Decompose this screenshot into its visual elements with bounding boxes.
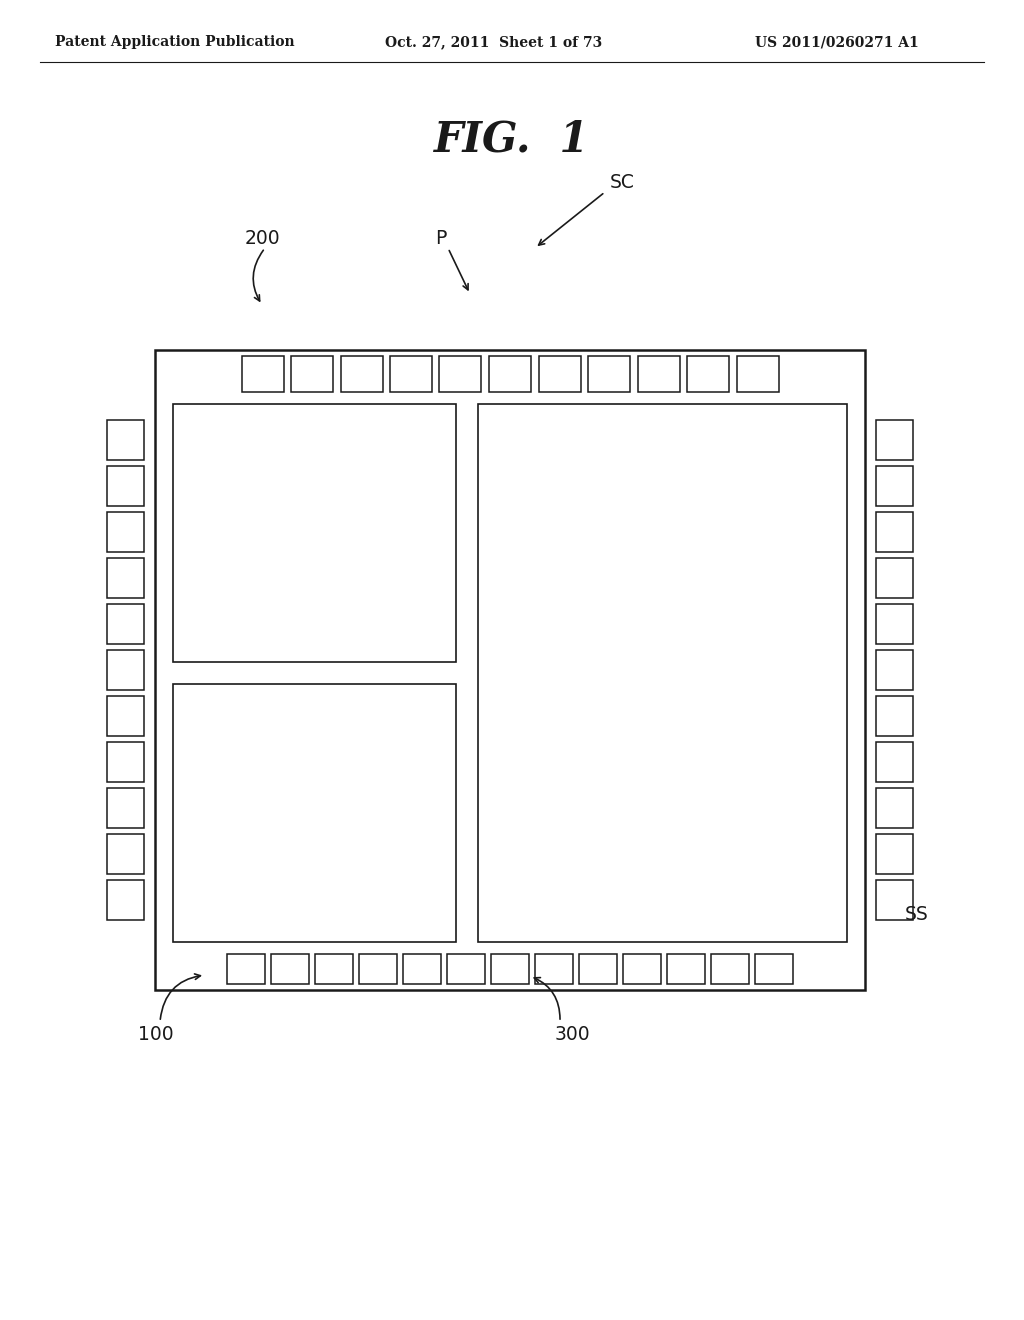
Bar xyxy=(341,356,383,392)
Bar xyxy=(271,954,309,983)
Bar xyxy=(539,356,581,392)
Bar xyxy=(876,605,913,644)
Text: Patent Application Publication: Patent Application Publication xyxy=(55,36,295,49)
Text: P: P xyxy=(435,228,446,248)
Bar xyxy=(106,512,144,552)
Text: SS: SS xyxy=(905,906,929,924)
Bar xyxy=(173,404,456,663)
Bar xyxy=(106,605,144,644)
Bar xyxy=(876,649,913,690)
Bar xyxy=(876,834,913,874)
Text: FIG.  1: FIG. 1 xyxy=(434,119,590,161)
Bar xyxy=(106,880,144,920)
Text: 300: 300 xyxy=(555,1026,591,1044)
Text: Oct. 27, 2011  Sheet 1 of 73: Oct. 27, 2011 Sheet 1 of 73 xyxy=(385,36,602,49)
Bar xyxy=(106,742,144,781)
Bar xyxy=(623,954,662,983)
Bar xyxy=(315,954,353,983)
Bar xyxy=(588,356,630,392)
Bar xyxy=(876,742,913,781)
Bar xyxy=(736,356,778,392)
Bar xyxy=(490,954,529,983)
Bar xyxy=(359,954,397,983)
Bar xyxy=(876,420,913,459)
Bar xyxy=(106,696,144,737)
Bar xyxy=(106,788,144,828)
Bar xyxy=(106,649,144,690)
Bar xyxy=(755,954,793,983)
Bar xyxy=(106,834,144,874)
Text: 100: 100 xyxy=(138,1026,174,1044)
Bar xyxy=(106,558,144,598)
Bar xyxy=(227,954,265,983)
Text: SC: SC xyxy=(610,173,635,191)
Bar xyxy=(403,954,441,983)
Bar xyxy=(876,466,913,506)
Bar xyxy=(291,356,333,392)
Bar xyxy=(687,356,729,392)
Bar xyxy=(876,512,913,552)
Bar xyxy=(638,356,680,392)
Bar xyxy=(173,684,456,942)
Bar xyxy=(155,350,865,990)
Bar xyxy=(579,954,617,983)
Bar xyxy=(489,356,531,392)
Bar xyxy=(667,954,705,983)
Bar xyxy=(390,356,432,392)
Text: US 2011/0260271 A1: US 2011/0260271 A1 xyxy=(755,36,919,49)
Bar xyxy=(106,466,144,506)
Bar xyxy=(876,880,913,920)
Bar xyxy=(447,954,485,983)
Text: 200: 200 xyxy=(245,228,281,248)
Bar xyxy=(439,356,481,392)
Bar xyxy=(876,558,913,598)
Bar xyxy=(106,420,144,459)
Bar xyxy=(535,954,573,983)
Bar xyxy=(876,696,913,737)
Bar xyxy=(711,954,749,983)
Bar xyxy=(242,356,284,392)
Bar xyxy=(478,404,847,942)
Bar xyxy=(876,788,913,828)
